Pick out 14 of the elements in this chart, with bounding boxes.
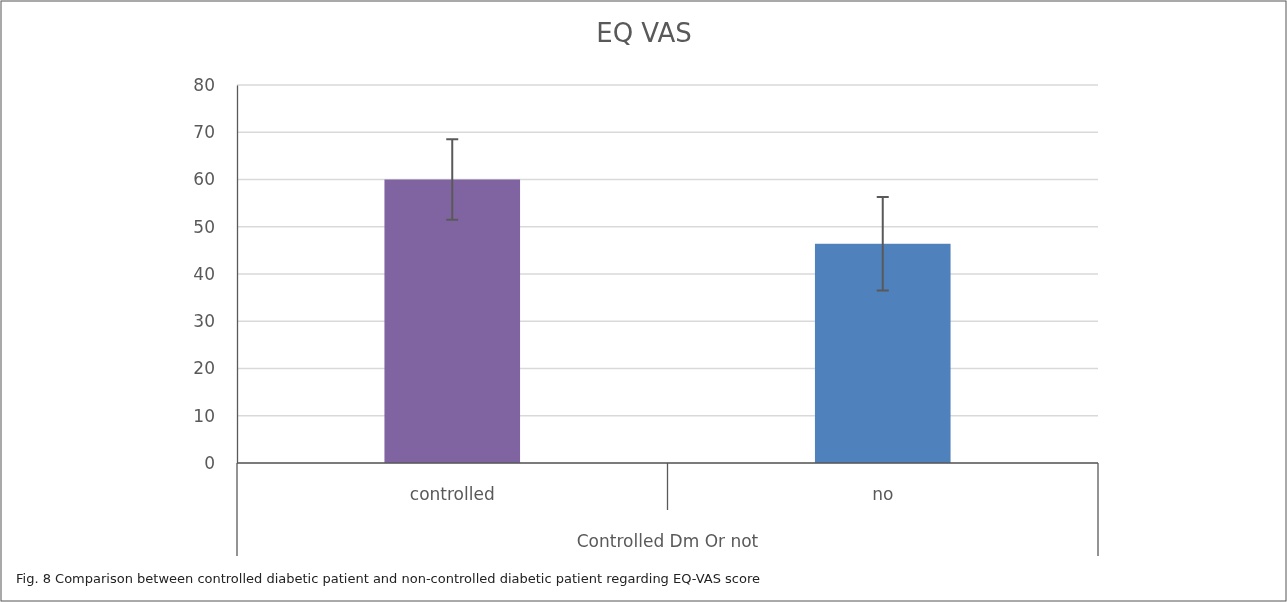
chart-title: EQ VAS xyxy=(596,18,692,48)
y-tick-label: 70 xyxy=(193,122,215,143)
x-tick-label: no xyxy=(872,484,894,504)
x-tick-label: controlled xyxy=(409,484,495,504)
y-tick-label: 10 xyxy=(193,405,215,426)
y-tick-label: 80 xyxy=(193,74,215,95)
y-tick-label: 20 xyxy=(193,358,215,379)
x-axis-title: Controlled Dm Or not xyxy=(576,531,759,551)
y-tick-label: 0 xyxy=(204,452,215,473)
y-tick-label: 40 xyxy=(193,263,215,284)
caption: Fig. 8 Comparison between controlled diabetic patient and non-controlled diabetic patient regarding EQ-VAS score xyxy=(16,571,761,586)
y-tick-label: 50 xyxy=(193,216,215,237)
y-tick-label: 60 xyxy=(193,169,215,190)
y-tick-label: 30 xyxy=(193,311,215,332)
